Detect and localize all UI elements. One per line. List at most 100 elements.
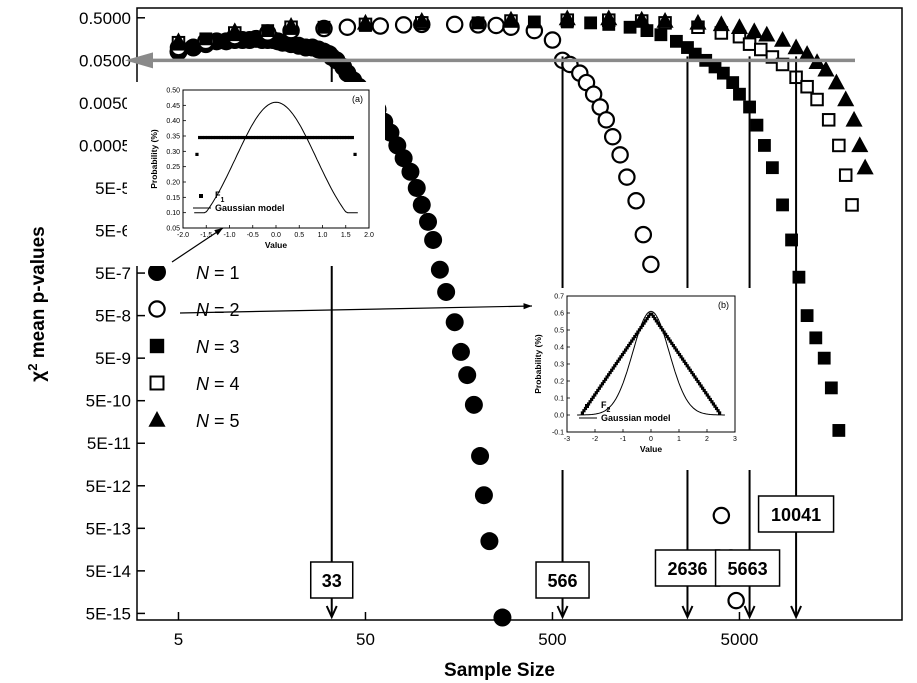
inset-data-point [684,361,688,366]
inset-b-pointer [179,305,533,314]
y-axis-title-chi: χ [28,371,49,382]
inset-data-point [310,135,314,140]
y-tick-label: 5E-8 [95,307,131,326]
inset-data-point [251,135,255,140]
inset-data-point [265,135,269,140]
inset-data-point [627,343,631,348]
threshold-arrowhead [325,605,338,620]
inset-data-point [216,135,220,140]
inset-data-point [243,135,247,140]
inset-background [511,288,751,470]
y-tick-label: 5E-13 [86,519,131,538]
inset-data-point [696,379,700,384]
inset-b: -3 -2 -1 0 1 2 3 -0.1 0.0 0.1 0.2 0.3 0.4 0.5 0.6 0.7 Va… [511,288,751,470]
inset-data-point [701,386,705,390]
data-point [832,138,846,153]
data-point [611,146,629,164]
inset-data-point [208,135,212,140]
data-point [787,38,805,55]
inset-data-point [607,373,611,377]
inset-data-point [622,350,626,354]
inset-data-point [219,135,223,140]
inset-data-point [665,334,669,339]
data-point [758,139,771,152]
threshold-label-box [757,495,835,533]
inset-data-point [673,346,677,350]
data-point [832,424,846,437]
legend-label: N = 4 [196,374,240,394]
inset-data-point [699,384,703,388]
inset-data-point [337,135,341,140]
inset-data-point [206,135,210,140]
inset-y-tick-label: -0.1 [552,430,564,437]
inset-data-point [657,323,662,327]
x-tick-label: 50 [356,630,375,649]
inset-panel-label: (b) [718,300,729,310]
inset-legend-markers-label: F1 [215,190,225,204]
inset-legend-subscript: 1 [221,197,225,204]
inset-data-point [321,135,325,140]
inset-data-point [679,355,683,359]
y-tick-label: 0.5000 [79,9,131,28]
data-point [493,608,512,627]
inset-data-point [605,375,609,379]
data-point [471,16,485,30]
y-tick-label: 5E-15 [86,604,131,623]
data-point [821,113,836,127]
inset-data-point [640,323,645,327]
inset-data-point [227,135,231,140]
threshold-10041: 10041 [757,56,835,620]
inset-data-point [230,135,234,140]
inset-b-pointer-head [523,303,532,310]
inset-data-point [690,370,694,375]
data-point [584,16,598,30]
inset-y-tick-label: 0.40 [166,118,180,125]
inset-data-point [610,368,614,372]
inset-data-point [668,339,672,343]
inset-legend-markers-label: F2 [601,400,611,414]
inset-x-tick-label: -1.0 [223,232,235,239]
data-point [758,25,776,42]
threshold-label: 10041 [771,505,821,525]
inset-data-point [707,395,711,399]
inset-data-point [702,388,706,393]
data-point [226,22,244,39]
inset-data-point [694,377,699,381]
data-point [774,31,792,47]
inset-data-point [630,339,634,343]
inset-legend-subscript: 2 [607,407,611,414]
data-point [845,198,859,212]
legend-label: N = 5 [196,411,240,431]
inset-data-point [710,400,714,404]
inset-data-point [334,135,338,140]
data-point [656,12,674,28]
inset-x-tick-label: -2.0 [177,232,189,239]
inset-data-point [620,352,625,357]
data-point [792,270,806,284]
inset-data-point [195,152,199,156]
data-point [430,260,449,279]
x-tick-label: 5000 [721,630,759,649]
inset-data-point [256,135,261,140]
data-point [424,230,443,249]
data-point [502,10,520,27]
x-tick-label: 500 [538,630,566,649]
inset-data-point [653,317,657,321]
inset-data-point [714,406,719,411]
inset-data-point [617,357,621,361]
inset-data-point [340,135,344,140]
legend-label-var: N [196,337,210,357]
inset-data-point [718,411,722,415]
inset-data-point [315,135,320,140]
legend-marker [148,411,166,427]
threshold-markers: 33 566 2636 5663 10041 [309,56,835,620]
inset-x-tick-label: 0.5 [294,232,304,239]
inset-data-point [291,135,296,140]
legend-label-eq: = 3 [209,337,240,357]
inset-data-point [588,400,592,404]
y-tick-label: 5E-9 [95,349,131,368]
inset-data-point [713,404,717,408]
inset-background [127,82,385,266]
inset-y-tick-label: 0.50 [166,88,180,95]
